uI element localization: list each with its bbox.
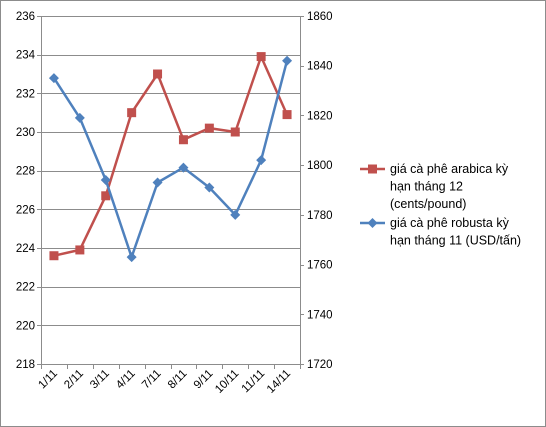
right-tick-label: 1860 xyxy=(307,11,333,23)
legend-entry-1: giá cà phê arabica kỳ hạn tháng 12 (cents/… xyxy=(360,162,509,211)
series-2-point xyxy=(100,175,111,186)
axes xyxy=(37,16,304,369)
series-1-point xyxy=(153,69,163,79)
right-tick-label: 1720 xyxy=(307,359,333,371)
series-1-point xyxy=(256,52,266,62)
series-2-point xyxy=(126,252,137,263)
left-tick-label: 222 xyxy=(16,282,35,294)
series-2-point xyxy=(48,73,59,84)
series-1 xyxy=(49,52,292,261)
legend-label-line: giá cà phê robusta kỳ xyxy=(390,216,510,230)
series-2-point xyxy=(152,177,163,188)
legend-label-line: (cents/pound) xyxy=(390,197,466,211)
left-tick-label: 228 xyxy=(16,166,35,178)
legend-swatch-marker xyxy=(367,218,378,228)
series-2-point xyxy=(256,155,267,166)
left-tick-label: 236 xyxy=(16,11,35,23)
right-tick-label: 1780 xyxy=(307,210,333,222)
series-1-point xyxy=(204,123,214,133)
left-tick-label: 230 xyxy=(16,127,35,139)
series-2-point xyxy=(282,55,293,66)
left-tick-label: 224 xyxy=(16,243,36,255)
series-1-point xyxy=(49,251,59,261)
series xyxy=(48,52,293,263)
left-tick-label: 232 xyxy=(16,88,35,100)
series-2-point xyxy=(74,112,85,123)
series-2-point xyxy=(204,182,215,193)
series-2-point xyxy=(178,162,189,173)
series-1-point xyxy=(178,135,188,145)
series-1-point xyxy=(127,108,137,118)
right-tick-label: 1800 xyxy=(307,160,333,172)
series-1-point xyxy=(282,110,292,120)
right-tick-label: 1740 xyxy=(307,309,333,321)
right-axis-tick-labels: 1720 1740 1760 1780 1800 1820 1840 1860 xyxy=(307,11,333,371)
right-tick-label: 1820 xyxy=(307,110,333,122)
left-tick-label: 234 xyxy=(16,50,36,62)
left-tick-label: 218 xyxy=(16,359,35,371)
series-1-point xyxy=(230,127,240,137)
series-1-point xyxy=(101,191,111,201)
series-2-line xyxy=(52,60,289,259)
right-tick-label: 1760 xyxy=(307,260,333,272)
series-1-line xyxy=(53,55,289,257)
legend-entry-2: giá cà phê robusta kỳ hạn tháng 11 (USD/t… xyxy=(360,216,521,248)
left-tick-label: 226 xyxy=(16,204,35,216)
legend-label-line: hạn tháng 11 (USD/tấn) xyxy=(390,234,521,248)
legend-swatch-marker xyxy=(368,164,377,174)
left-axis-tick-labels: 218 220 222 224 226 228 230 232 234 236 xyxy=(16,11,36,371)
legend-label-line: giá cà phê arabica kỳ xyxy=(390,162,509,176)
series-1-point xyxy=(75,245,85,255)
series-2-point xyxy=(230,209,241,220)
legend-label-line: hạn tháng 12 xyxy=(390,180,463,194)
series-2 xyxy=(48,55,293,263)
right-tick-label: 1840 xyxy=(307,61,333,73)
left-tick-label: 220 xyxy=(16,320,35,332)
legend: giá cà phê arabica kỳ hạn tháng 12 (cents/… xyxy=(360,162,521,248)
